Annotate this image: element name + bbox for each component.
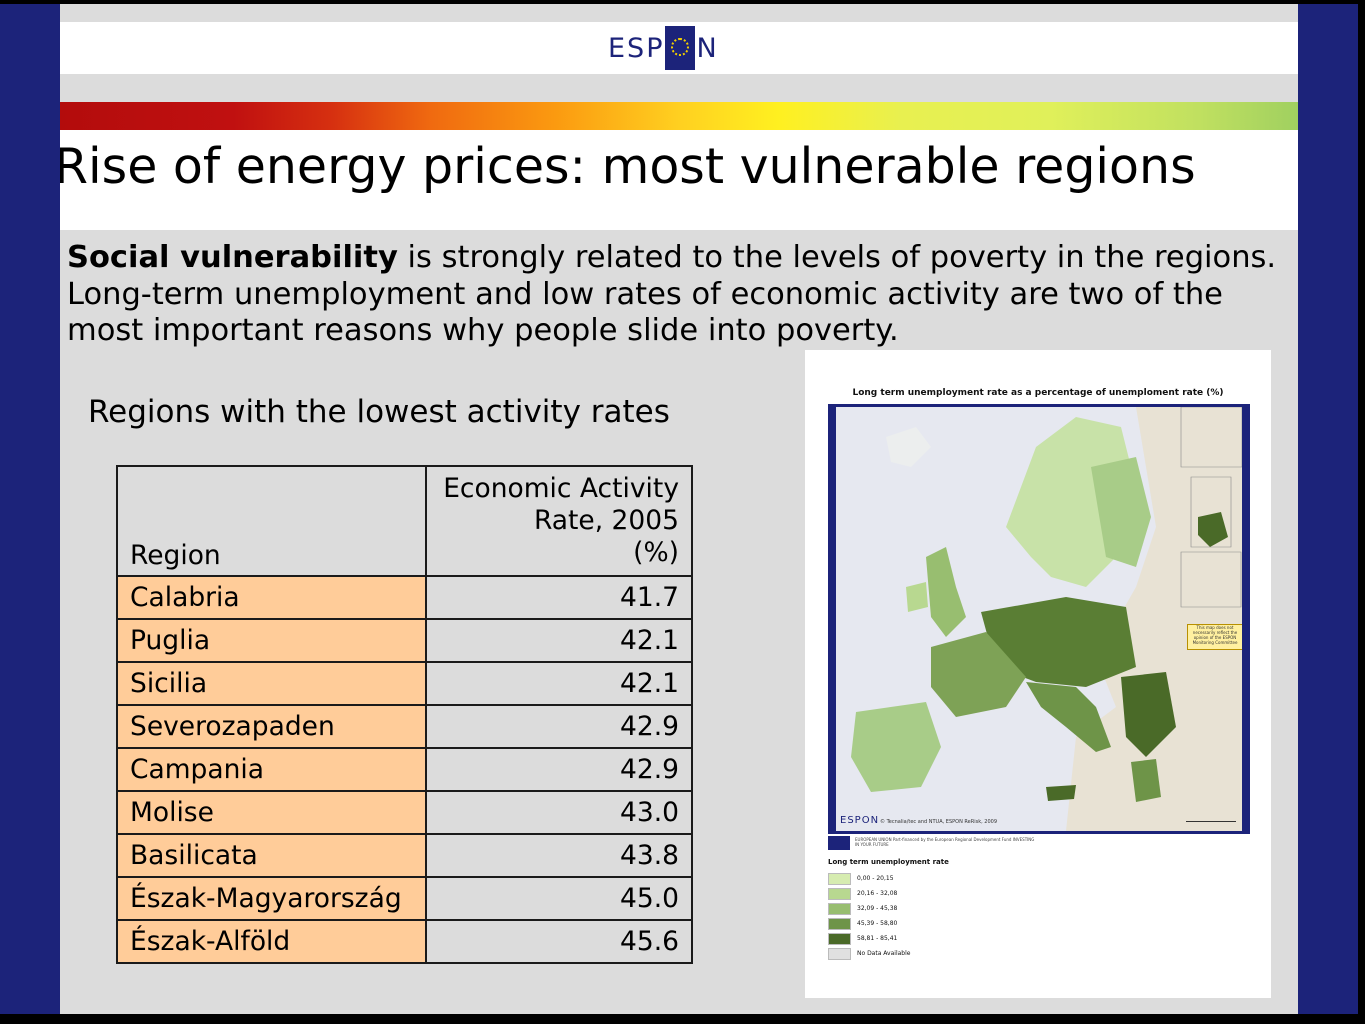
grey-band bbox=[60, 74, 1298, 102]
intro-bold: Social vulnerability bbox=[67, 240, 398, 275]
region-cell: Észak-Alföld bbox=[116, 919, 427, 964]
activity-rate-cell: 43.0 bbox=[425, 790, 693, 835]
legend-label: 0,00 - 20,15 bbox=[857, 875, 894, 882]
funding-text: EUROPEAN UNION Part-financed by the Euro… bbox=[855, 837, 1035, 847]
table-row: Molise 43.0 bbox=[116, 790, 693, 835]
region-cell: Severozapaden bbox=[116, 704, 427, 749]
map-logo: ESPON bbox=[840, 815, 880, 826]
activity-rate-cell: 43.8 bbox=[425, 833, 693, 878]
header-value: Economic Activity Rate, 2005 (%) bbox=[425, 465, 693, 577]
activity-rate-cell: 42.1 bbox=[425, 618, 693, 663]
map-legend: Long term unemployment rate 0,00 - 20,15… bbox=[828, 858, 949, 961]
table-row: Puglia 42.1 bbox=[116, 618, 693, 663]
region-cell: Puglia bbox=[116, 618, 427, 663]
header-value-line: Rate, 2005 bbox=[533, 505, 679, 536]
legend-label: 58,81 - 85,41 bbox=[857, 935, 898, 942]
activity-rate-table: Region Economic Activity Rate, 2005 (%) … bbox=[116, 465, 693, 964]
slide: ESP N Rise of energy prices: most vulner… bbox=[60, 4, 1298, 1014]
table-row: Sicilia 42.1 bbox=[116, 661, 693, 706]
table-row: Campania 42.9 bbox=[116, 747, 693, 792]
legend-item: No Data Available bbox=[828, 946, 949, 961]
left-border bbox=[0, 4, 60, 1018]
region-cell: Sicilia bbox=[116, 661, 427, 706]
table-row: Észak-Alföld 45.6 bbox=[116, 919, 693, 964]
map-credit: © Tecnalia/tec and NTUA, ESPON ReRisk, 2… bbox=[880, 819, 998, 825]
map-title: Long term unemployment rate as a percent… bbox=[852, 388, 1224, 398]
header-band: ESP N bbox=[60, 22, 1298, 74]
map-canvas: This map does not necessarily reflect th… bbox=[836, 407, 1242, 831]
table-row: Észak-Magyarország 45.0 bbox=[116, 876, 693, 921]
table-header-row: Region Economic Activity Rate, 2005 (%) bbox=[116, 465, 693, 577]
table-row: Basilicata 43.8 bbox=[116, 833, 693, 878]
legend-title: Long term unemployment rate bbox=[828, 858, 949, 866]
legend-item: 32,09 - 45,38 bbox=[828, 901, 949, 916]
legend-item: 58,81 - 85,41 bbox=[828, 931, 949, 946]
top-band bbox=[60, 4, 1298, 22]
activity-rate-cell: 41.7 bbox=[425, 575, 693, 620]
scale-bar bbox=[1186, 821, 1236, 825]
activity-rate-cell: 45.0 bbox=[425, 876, 693, 921]
table-subtitle: Regions with the lowest activity rates bbox=[88, 394, 670, 430]
region-cell: Basilicata bbox=[116, 833, 427, 878]
map-figure: Long term unemployment rate as a percent… bbox=[805, 350, 1271, 998]
header-value-line: Economic Activity bbox=[443, 473, 679, 504]
legend-swatch bbox=[828, 887, 851, 900]
legend-label: 20,16 - 32,08 bbox=[857, 890, 898, 897]
logo-text-right: N bbox=[696, 32, 719, 64]
eu-flag-icon bbox=[828, 836, 850, 850]
eu-stars-icon bbox=[665, 26, 696, 70]
intro-text: is strongly related to the levels of pov… bbox=[67, 240, 1277, 348]
intro-paragraph: Social vulnerability is strongly related… bbox=[67, 240, 1289, 350]
legend-swatch bbox=[828, 917, 851, 930]
legend-label: No Data Available bbox=[857, 950, 911, 957]
logo-text-left: ESP bbox=[608, 32, 665, 64]
activity-rate-cell: 42.9 bbox=[425, 704, 693, 749]
legend-swatch bbox=[828, 872, 851, 885]
table-row: Severozapaden 42.9 bbox=[116, 704, 693, 749]
map-color-strip bbox=[60, 102, 1298, 130]
region-cell: Észak-Magyarország bbox=[116, 876, 427, 921]
map-disclaimer: This map does not necessarily reflect th… bbox=[1187, 624, 1242, 650]
header-value-line: (%) bbox=[633, 537, 679, 568]
legend-swatch bbox=[828, 932, 851, 945]
region-cell: Molise bbox=[116, 790, 427, 835]
legend-label: 32,09 - 45,38 bbox=[857, 905, 898, 912]
activity-rate-cell: 45.6 bbox=[425, 919, 693, 964]
activity-rate-cell: 42.9 bbox=[425, 747, 693, 792]
table-row: Calabria 41.7 bbox=[116, 575, 693, 620]
legend-swatch bbox=[828, 947, 851, 960]
frame-top bbox=[0, 0, 1365, 4]
frame-bottom bbox=[0, 1014, 1365, 1024]
legend-item: 45,39 - 58,80 bbox=[828, 916, 949, 931]
activity-rate-cell: 42.1 bbox=[425, 661, 693, 706]
legend-label: 45,39 - 58,80 bbox=[857, 920, 898, 927]
map-shapes bbox=[851, 407, 1242, 831]
region-cell: Campania bbox=[116, 747, 427, 792]
legend-item: 20,16 - 32,08 bbox=[828, 886, 949, 901]
slide-title: Rise of energy prices: most vulnerable r… bbox=[60, 138, 1196, 195]
europe-map: This map does not necessarily reflect th… bbox=[828, 404, 1250, 834]
right-border bbox=[1298, 4, 1358, 1018]
region-cell: Calabria bbox=[116, 575, 427, 620]
espon-logo: ESP N bbox=[608, 26, 719, 70]
header-region: Region bbox=[116, 465, 427, 577]
legend-swatch bbox=[828, 902, 851, 915]
title-background bbox=[60, 130, 1298, 230]
legend-item: 0,00 - 20,15 bbox=[828, 871, 949, 886]
